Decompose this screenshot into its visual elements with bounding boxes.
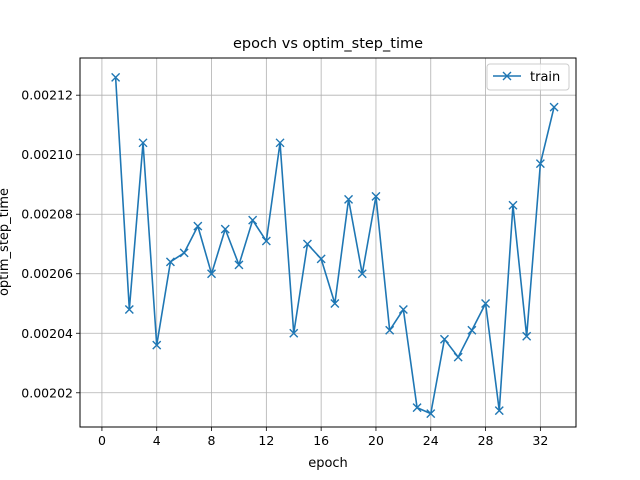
x-tick-label: 20 xyxy=(368,433,384,448)
x-tick-label: 8 xyxy=(208,433,216,448)
data-point-marker xyxy=(220,224,230,234)
plot-frame xyxy=(79,57,577,428)
axis-ticks: 0 4 8 12 16 20 24 28 32 0.00202 0.00204 0.00206 0.00… xyxy=(21,88,548,448)
data-point-marker xyxy=(481,299,491,308)
data-point-marker xyxy=(467,325,477,335)
x-tick-label: 12 xyxy=(258,433,274,448)
legend-label-train: train xyxy=(530,70,560,85)
grid-lines xyxy=(80,58,576,427)
y-tick-label: 0.00212 xyxy=(21,88,73,103)
data-point-marker xyxy=(179,248,189,258)
data-point-marker xyxy=(344,194,354,204)
data-point-marker xyxy=(494,406,504,416)
data-point-marker xyxy=(439,334,449,344)
y-tick-label: 0.00204 xyxy=(21,326,73,341)
legend: train xyxy=(486,63,570,91)
data-point-marker xyxy=(261,236,271,246)
data-point-marker xyxy=(385,325,395,335)
data-point-marker xyxy=(124,304,134,314)
data-point-marker xyxy=(193,221,203,231)
data-point-marker xyxy=(316,254,326,264)
x-tick-label: 28 xyxy=(478,433,494,448)
x-tick-label: 16 xyxy=(313,433,329,448)
data-point-marker xyxy=(330,299,340,308)
data-point-marker xyxy=(152,340,162,350)
legend-marker-sample xyxy=(502,71,512,81)
data-point-marker xyxy=(508,200,518,210)
y-axis-label: optim_step_time xyxy=(0,188,12,296)
y-tick-label: 0.00206 xyxy=(21,266,73,281)
data-point-marker xyxy=(302,239,312,249)
x-tick-label: 4 xyxy=(153,433,161,448)
x-tick-label: 0 xyxy=(98,433,106,448)
data-point-marker xyxy=(522,331,532,341)
data-point-marker xyxy=(535,159,545,169)
data-point-marker xyxy=(398,304,408,314)
x-tick-label: 24 xyxy=(423,433,439,448)
y-tick-label: 0.00208 xyxy=(21,207,73,222)
data-point-marker xyxy=(138,138,148,148)
x-tick-label: 32 xyxy=(532,433,548,448)
x-axis-label: epoch xyxy=(308,456,348,471)
data-point-marker xyxy=(357,269,367,279)
data-point-marker xyxy=(371,191,381,201)
data-point-marker xyxy=(207,269,217,279)
data-point-marker xyxy=(111,72,121,82)
data-point-marker xyxy=(426,409,436,419)
data-point-marker xyxy=(289,328,299,338)
data-point-marker xyxy=(165,257,175,267)
data-point-marker xyxy=(234,260,244,270)
y-tick-label: 0.00210 xyxy=(21,147,73,162)
data-point-marker xyxy=(549,102,559,112)
data-point-marker xyxy=(248,215,258,225)
data-point-marker xyxy=(412,403,422,413)
data-point-marker xyxy=(453,352,463,362)
series-layer xyxy=(111,72,559,419)
y-tick-label: 0.00202 xyxy=(21,385,73,400)
data-point-marker xyxy=(275,138,285,148)
legend-box xyxy=(486,63,570,91)
chart-title: epoch vs optim_step_time xyxy=(233,36,423,52)
